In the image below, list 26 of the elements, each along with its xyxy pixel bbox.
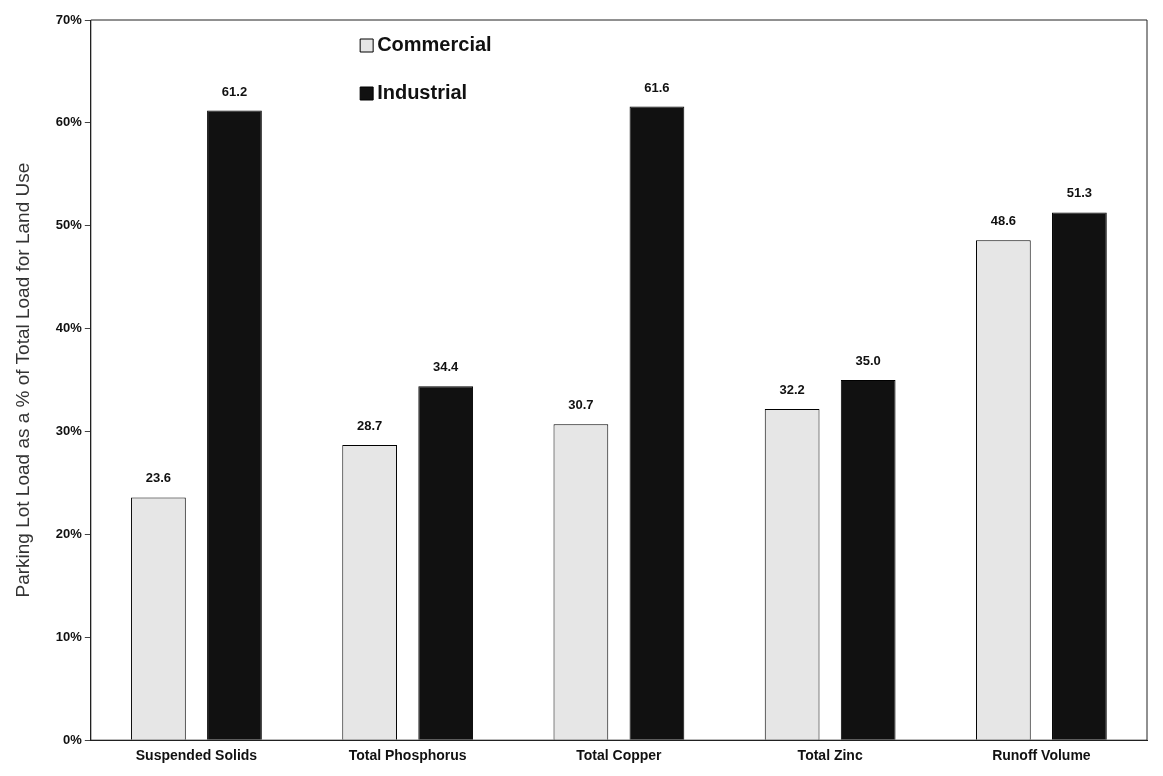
y-tick-label: 20% [55, 526, 83, 542]
text: 28.7 [356, 418, 383, 433]
y-tick-label: 10% [55, 628, 83, 644]
y-tick-label: 0% [63, 731, 83, 747]
legend-label: Industrial [377, 80, 468, 103]
text: 30.7 [568, 397, 594, 413]
x-tick-label: Total Copper [576, 747, 663, 764]
x-tick-label: Total Phosphorus [348, 747, 467, 764]
text: 35.0 [855, 353, 881, 369]
text: 61.2 [221, 83, 248, 99]
x-tick-label: Runoff Volume [992, 747, 1091, 764]
text: 51.3 [1066, 185, 1093, 201]
y-tick-label: 60% [55, 114, 83, 130]
y-tick-label: 30% [55, 423, 83, 439]
x-tick-label: Total Zinc [797, 747, 863, 764]
text: 32.2 [779, 381, 805, 397]
text: 23.6 [145, 470, 172, 486]
text: 61.6 [644, 79, 670, 95]
y-axis-title: Parking Lot Load as a % of Total Load for Land Use [11, 162, 33, 598]
y-tick-label: 40% [55, 320, 83, 336]
x-tick-label: Suspended Solids [135, 747, 258, 764]
text: 34.4 [433, 359, 459, 375]
legend-label: Commercial [377, 32, 492, 55]
y-tick-label: 70% [55, 11, 83, 27]
text: 48.6 [990, 213, 1017, 229]
y-tick-label: 50% [55, 217, 83, 233]
